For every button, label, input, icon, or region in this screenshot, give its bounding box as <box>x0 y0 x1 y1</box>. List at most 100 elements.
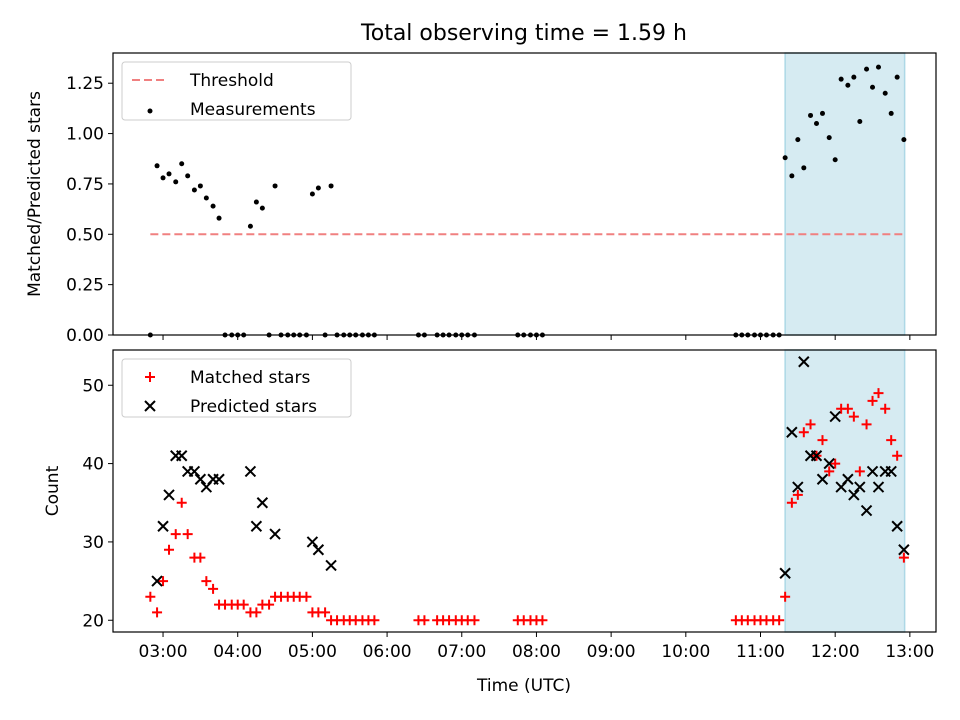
predicted-star-point <box>244 465 257 478</box>
x-tick-label: 05:00 <box>288 642 337 662</box>
matched-star-point <box>854 466 865 477</box>
measurement-point <box>191 187 197 193</box>
measurement-point <box>203 195 209 201</box>
measurement-point <box>795 137 801 143</box>
legend-box <box>121 61 352 121</box>
matched-star-point <box>898 552 909 563</box>
x-tick-label: 11:00 <box>736 642 785 662</box>
measurement-point <box>197 183 203 189</box>
predicted-star-point <box>872 481 885 493</box>
measurement-point <box>838 76 844 82</box>
y-tick-label: 0.75 <box>66 175 104 195</box>
measurement-point <box>210 203 216 209</box>
predicted-star-point <box>213 473 225 485</box>
predicted-star-point <box>157 520 169 532</box>
measurement-point <box>328 183 334 189</box>
predicted-star-point <box>898 544 910 556</box>
matched-star-point <box>830 458 841 469</box>
measurement-point <box>247 223 253 229</box>
measurement-point <box>832 157 838 163</box>
matched-star-point <box>238 599 249 610</box>
measurement-point <box>173 179 179 185</box>
measurement-point <box>808 112 814 118</box>
predicted-star-point <box>866 465 879 478</box>
legend-predicted-swatch <box>144 400 156 412</box>
bottom-xlabel: Time (UTC) <box>476 676 571 696</box>
matched-star-point <box>201 576 212 587</box>
measurement-point <box>845 82 851 88</box>
predicted-star-point <box>256 497 269 509</box>
measurement-point <box>179 161 185 167</box>
matched-star-point <box>419 615 430 626</box>
top-plot: 0.00 0.25 0.50 0.75 1.00 1.25 Threshold Measure… <box>66 52 937 346</box>
predicted-star-point <box>854 481 866 493</box>
predicted-star-point <box>842 473 854 485</box>
measurement-point <box>253 199 259 205</box>
axes-frame <box>112 52 937 336</box>
predicted-star-point <box>810 450 823 462</box>
matched-star-point <box>158 576 169 587</box>
matched-star-point <box>251 607 262 618</box>
matched-star-point <box>164 544 175 555</box>
matched-star-point <box>469 615 480 626</box>
matched-star-point <box>867 395 878 406</box>
measurement-point <box>154 163 160 169</box>
matched-star-point <box>848 411 859 422</box>
measurement-point <box>309 191 315 197</box>
matched-star-point <box>798 427 809 438</box>
matched-star-point <box>369 615 380 626</box>
x-tick-label: 09:00 <box>587 642 636 662</box>
x-tick-label: 07:00 <box>437 642 486 662</box>
highlight-span <box>784 52 906 336</box>
matched-star-point <box>537 615 548 626</box>
matched-star-point <box>320 607 331 618</box>
axes-frame <box>112 349 937 633</box>
measurement-point <box>315 185 321 191</box>
measurement-point <box>789 173 795 179</box>
measurement-point <box>801 165 807 171</box>
matched-star-point <box>892 450 903 461</box>
legend-measurement-swatch <box>147 108 153 114</box>
matched-star-point <box>774 615 785 626</box>
measurement-point <box>272 183 278 189</box>
predicted-star-point <box>885 465 897 478</box>
matched-star-point <box>264 599 275 610</box>
matched-star-point <box>786 497 797 508</box>
y-tick-label: 20 <box>82 611 104 631</box>
matched-star-point <box>861 419 872 430</box>
predicted-star-point <box>250 520 263 532</box>
matched-star-point <box>873 388 884 399</box>
y-tick-label: 1.25 <box>66 74 104 94</box>
matched-star-point <box>792 489 803 500</box>
measurement-point <box>882 90 888 96</box>
matched-star-point <box>805 419 816 430</box>
predicted-star-point <box>325 559 337 572</box>
measurement-point <box>166 171 172 177</box>
predicted-star-point <box>829 410 841 423</box>
chart-title: Total observing time = 1.59 h <box>360 21 687 46</box>
predicted-star-point <box>891 520 903 532</box>
x-tick-label: 13:00 <box>885 642 934 662</box>
measurement-point <box>888 110 894 116</box>
measurement-point <box>259 205 265 211</box>
measurement-point <box>185 173 191 179</box>
x-tick-label: 10:00 <box>661 642 710 662</box>
y-tick-label: 30 <box>82 533 104 553</box>
x-tick-label: 03:00 <box>139 642 188 662</box>
measurement-point <box>901 137 907 143</box>
legend-label: Threshold <box>189 71 274 91</box>
bottom-plot: 20 30 40 50 03:00 04:00 05:00 06:00 07:00 08:00 09… <box>82 349 937 662</box>
bottom-ylabel: Count <box>43 465 63 516</box>
measurement-point <box>782 155 788 161</box>
legend-label: Predicted stars <box>190 397 317 417</box>
y-tick-label: 50 <box>82 376 104 396</box>
matched-star-point <box>182 529 193 540</box>
matched-star-point <box>780 591 791 602</box>
matched-star-point <box>170 529 181 540</box>
predicted-star-point <box>779 567 791 579</box>
predicted-star-point <box>798 356 810 368</box>
top-ylabel: Matched/Predicted stars <box>25 91 45 297</box>
measurement-point <box>819 110 825 116</box>
matched-star-point <box>152 607 163 618</box>
